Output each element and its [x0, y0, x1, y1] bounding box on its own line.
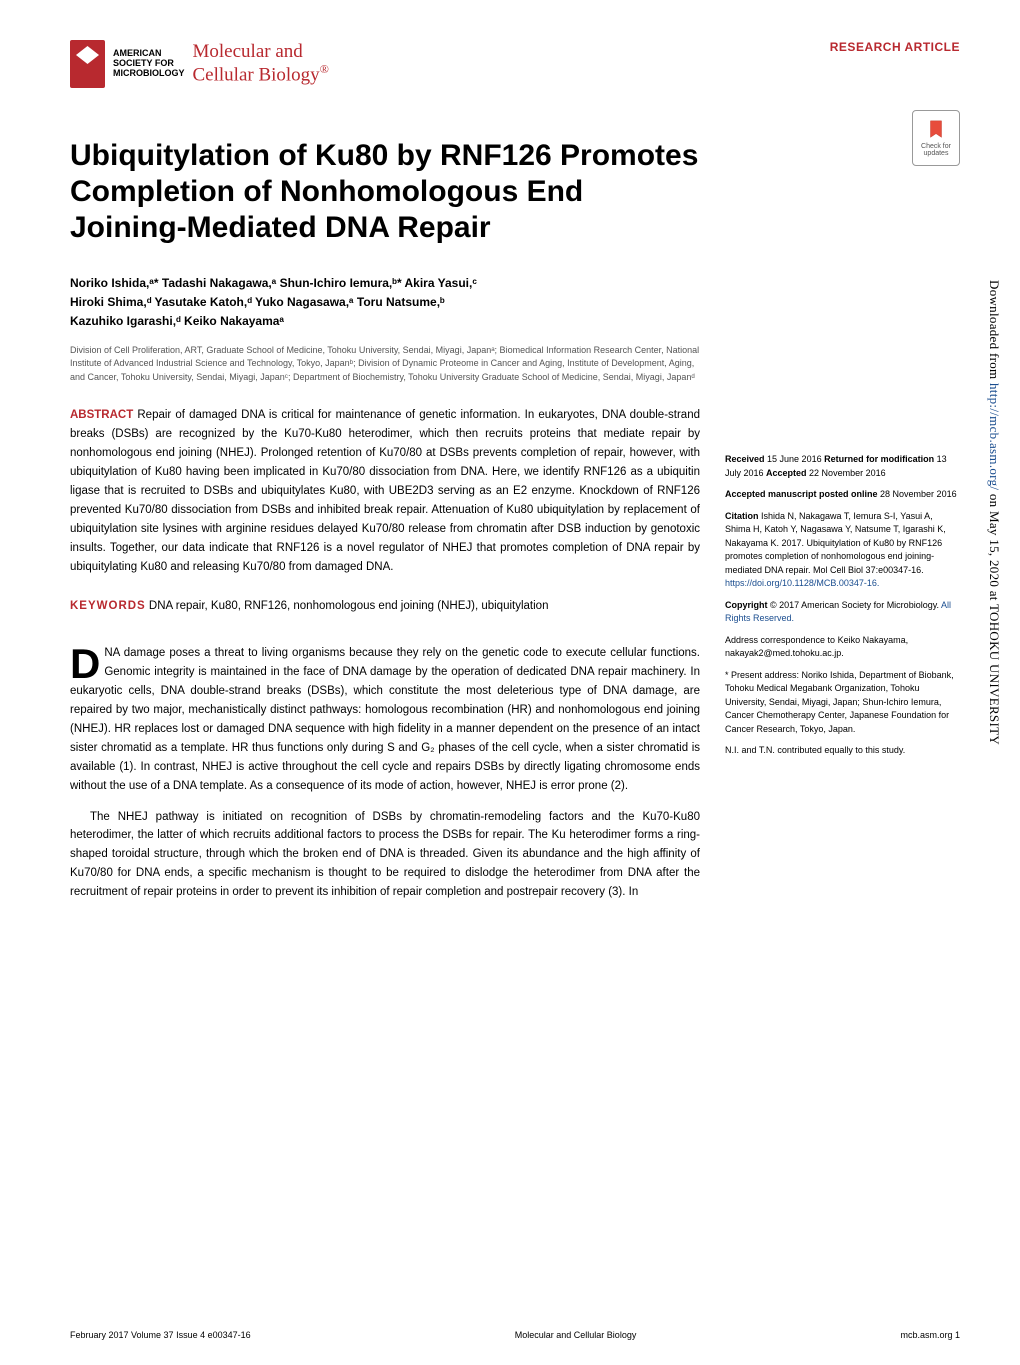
present-address: * Present address: Noriko Ishida, Depart… — [725, 669, 960, 737]
bookmark-icon — [925, 119, 947, 141]
received-dates: Received 15 June 2016 Returned for modif… — [725, 453, 960, 480]
accepted-online: Accepted manuscript posted online 28 Nov… — [725, 488, 960, 502]
journal-name: Molecular and Cellular Biology® — [193, 42, 329, 86]
keywords: KEYWORDS DNA repair, Ku80, RNF126, nonho… — [70, 597, 700, 616]
footer-journal: Molecular and Cellular Biology — [515, 1330, 637, 1340]
body-paragraph-2: The NHEJ pathway is initiated on recogni… — [70, 808, 700, 903]
abstract-label: ABSTRACT — [70, 409, 133, 421]
abstract: ABSTRACT Repair of damaged DNA is critic… — [70, 406, 700, 577]
affiliations: Division of Cell Proliferation, ART, Gra… — [70, 344, 700, 385]
article-type-label: RESEARCH ARTICLE — [830, 40, 960, 54]
society-name: AMERICAN SOCIETY FOR MICROBIOLOGY — [113, 49, 185, 79]
footer-issue: February 2017 Volume 37 Issue 4 e00347-1… — [70, 1330, 251, 1340]
download-watermark: Downloaded from http://mcb.asm.org/ on M… — [986, 280, 1002, 745]
authors-list: Noriko Ishida,ᵃ* Tadashi Nakagawa,ᵃ Shun… — [70, 274, 700, 332]
page-footer: February 2017 Volume 37 Issue 4 e00347-1… — [70, 1330, 960, 1340]
article-metadata: Received 15 June 2016 Returned for modif… — [725, 453, 960, 758]
equal-contribution: N.I. and T.N. contributed equally to thi… — [725, 744, 960, 758]
correspondence: Address correspondence to Keiko Nakayama… — [725, 634, 960, 661]
check-updates-label: Check for updates — [913, 143, 959, 157]
copyright: Copyright © 2017 American Society for Mi… — [725, 599, 960, 626]
asm-badge-icon — [70, 40, 105, 88]
article-title: Ubiquitylation of Ku80 by RNF126 Promote… — [70, 138, 700, 246]
citation: Citation Ishida N, Nakagawa T, Iemura S-… — [725, 510, 960, 591]
body-paragraph-1: DNA damage poses a threat to living orga… — [70, 644, 700, 796]
keywords-label: KEYWORDS — [70, 600, 146, 612]
journal-logo: AMERICAN SOCIETY FOR MICROBIOLOGY Molecu… — [70, 40, 329, 88]
doi-link[interactable]: https://doi.org/10.1128/MCB.00347-16. — [725, 578, 879, 588]
footer-page: mcb.asm.org 1 — [900, 1330, 960, 1340]
check-updates-button[interactable]: Check for updates — [912, 110, 960, 166]
dropcap: D — [70, 644, 104, 682]
download-source-link[interactable]: http://mcb.asm.org/ — [987, 383, 1002, 490]
